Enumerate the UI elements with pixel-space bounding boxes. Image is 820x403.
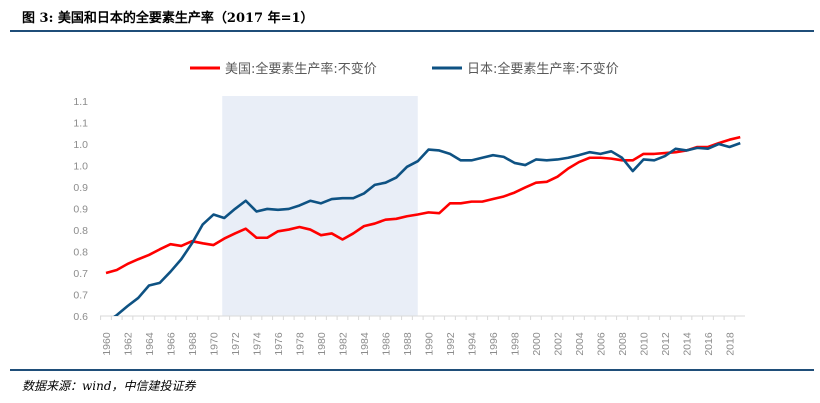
x-tick-label: 2014 — [682, 332, 694, 356]
shaded-period — [222, 96, 418, 316]
x-tick-label: 1980 — [316, 332, 328, 356]
x-tick-label: 1986 — [381, 332, 393, 356]
x-tick-label: 1960 — [101, 332, 113, 356]
x-tick-label: 2006 — [596, 332, 608, 356]
source-note: 数据来源：wind，中信建投证券 — [22, 379, 196, 393]
y-tick-label: 1.0 — [73, 139, 88, 151]
y-tick-label: 1.0 — [73, 161, 88, 173]
x-tick-label: 2018 — [725, 332, 737, 356]
x-tick-label: 1990 — [424, 332, 436, 356]
y-tick-label: 1.1 — [73, 118, 88, 130]
x-tick-label: 1978 — [295, 332, 307, 356]
x-tick-label: 1966 — [166, 332, 178, 356]
y-tick-label: 0.8 — [73, 247, 88, 259]
x-tick-label: 2008 — [617, 332, 629, 356]
y-tick-label: 0.9 — [73, 204, 88, 216]
y-tick-label: 0.7 — [73, 268, 88, 280]
x-tick-label: 1984 — [359, 332, 371, 356]
x-tick-label: 1972 — [230, 332, 242, 356]
x-tick-label: 2010 — [639, 332, 651, 356]
x-tick-label: 2004 — [574, 332, 586, 356]
x-tick-label: 1968 — [187, 332, 199, 356]
x-tick-label: 1974 — [252, 332, 264, 356]
bottom-rule — [10, 369, 814, 371]
y-tick-label: 0.9 — [73, 182, 88, 194]
x-tick-label: 2012 — [660, 332, 672, 356]
x-tick-label: 1976 — [273, 332, 285, 356]
y-tick-label: 1.1 — [73, 96, 88, 108]
x-tick-label: 2000 — [531, 332, 543, 356]
y-tick-label: 0.7 — [73, 290, 88, 302]
series-line-us — [105, 135, 741, 275]
legend-label-japan: 日本:全要素生产率:不变价 — [467, 61, 619, 77]
series-line-japan — [113, 141, 741, 316]
x-tick-label: 1982 — [338, 332, 350, 356]
x-tick-label: 1962 — [123, 332, 135, 356]
y-tick-label: 0.8 — [73, 225, 88, 237]
x-tick-label: 1988 — [402, 332, 414, 356]
x-tick-label: 2002 — [553, 332, 565, 356]
x-tick-label: 1964 — [144, 332, 156, 356]
figure-title: 图 3: 美国和日本的全要素生产率（2017 年=1） — [22, 11, 314, 26]
x-tick-label: 1970 — [209, 332, 221, 356]
x-tick-label: 1996 — [488, 332, 500, 356]
x-tick-label: 1998 — [510, 332, 522, 356]
y-tick-label: 0.6 — [73, 311, 88, 323]
legend-label-us: 美国:全要素生产率:不变价 — [225, 61, 377, 77]
top-rule — [10, 30, 814, 32]
x-tick-label: 1992 — [445, 332, 457, 356]
x-tick-label: 1994 — [467, 332, 479, 356]
x-tick-label: 2016 — [703, 332, 715, 356]
